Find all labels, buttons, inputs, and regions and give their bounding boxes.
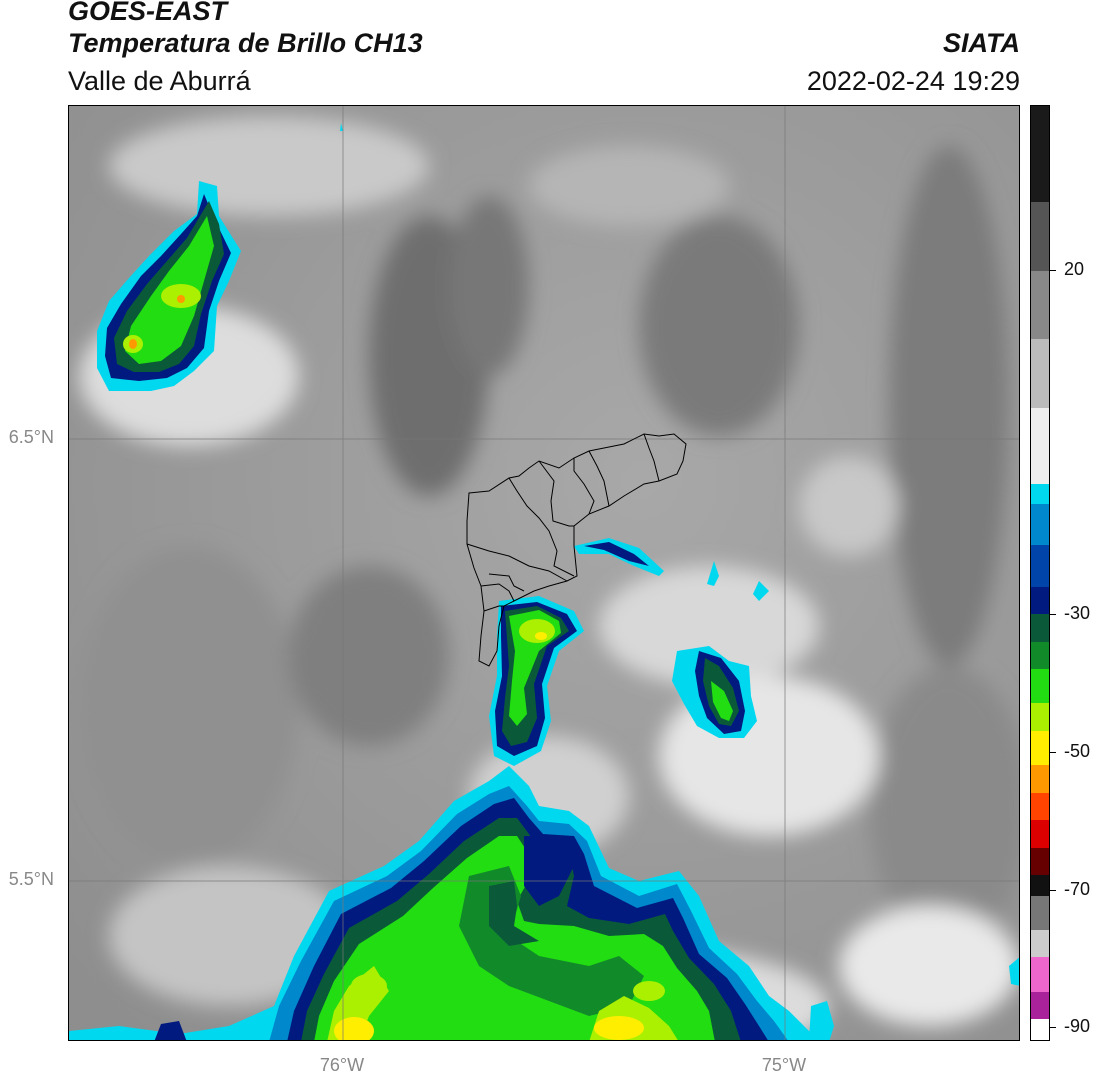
cloud-cell-central: [489, 596, 584, 766]
colorbar-segment: [1031, 641, 1049, 670]
colorbar-tick: [1050, 889, 1056, 891]
colorbar-tick: [1050, 1027, 1056, 1029]
product-title: Temperatura de Brillo CH13: [68, 28, 423, 58]
colorbar-segment: [1031, 895, 1049, 931]
colorbar-segment: [1031, 586, 1049, 615]
colorbar-tick: [1050, 751, 1056, 753]
colorbar-segment: [1031, 957, 1049, 992]
colorbar-segment: [1031, 669, 1049, 704]
colorbar-segment: [1031, 792, 1049, 821]
colorbar-segment: [1031, 1019, 1049, 1040]
lat-label-5-5: 5.5°N: [8, 869, 54, 889]
colorbar-segment: [1031, 765, 1049, 793]
cloud-system-south: [69, 766, 1019, 1040]
colorbar-tick-label: -90: [1064, 1016, 1091, 1037]
colorbar-segment: [1031, 339, 1049, 409]
map-canvas: [69, 106, 1019, 1040]
graticule: [69, 106, 1019, 1040]
colorbar-segment: [1031, 614, 1049, 642]
colorbar-tick-label: -70: [1064, 878, 1091, 899]
colorbar-tick-label: -30: [1064, 603, 1091, 624]
region-label: Valle de Aburrá: [68, 66, 251, 96]
satellite-map: [68, 105, 1020, 1041]
colorbar-segment: [1031, 991, 1049, 1020]
colorbar: [1030, 105, 1050, 1041]
colorbar-segment: [1031, 930, 1049, 958]
cloud-cell-east: [672, 646, 757, 738]
colorbar-segment: [1031, 730, 1049, 766]
satellite-title: GOES-EAST: [68, 0, 228, 26]
lat-label-6-5: 6.5°N: [8, 427, 54, 447]
colorbar-segment: [1031, 820, 1049, 848]
timestamp-label: 2022-02-24 19:29: [806, 66, 1020, 96]
colorbar-segment: [1031, 270, 1049, 340]
colorbar-tick: [1050, 270, 1056, 272]
organization-label: SIATA: [943, 28, 1020, 58]
colorbar-tick-label: -50: [1064, 740, 1091, 761]
colorbar-segment: [1031, 202, 1049, 271]
colorbar-tick-label: 20: [1064, 259, 1085, 280]
cloud-cluster-northwest: [97, 181, 241, 391]
colorbar-segment: [1031, 106, 1049, 203]
lon-label-76: 76°W: [319, 1055, 365, 1075]
colorbar-segment: [1031, 408, 1049, 484]
cloud-cluster-east-small: [340, 123, 769, 601]
colorbar-segment: [1031, 545, 1049, 587]
municipal-boundaries: [466, 433, 687, 667]
colorbar-segment: [1031, 504, 1049, 546]
colorbar-segment: [1031, 847, 1049, 876]
lon-label-75: 75°W: [761, 1055, 807, 1075]
colorbar-segment: [1031, 703, 1049, 731]
colorbar-segment: [1031, 483, 1049, 505]
colorbar-tick: [1050, 614, 1056, 616]
colorbar-segment: [1031, 875, 1049, 896]
